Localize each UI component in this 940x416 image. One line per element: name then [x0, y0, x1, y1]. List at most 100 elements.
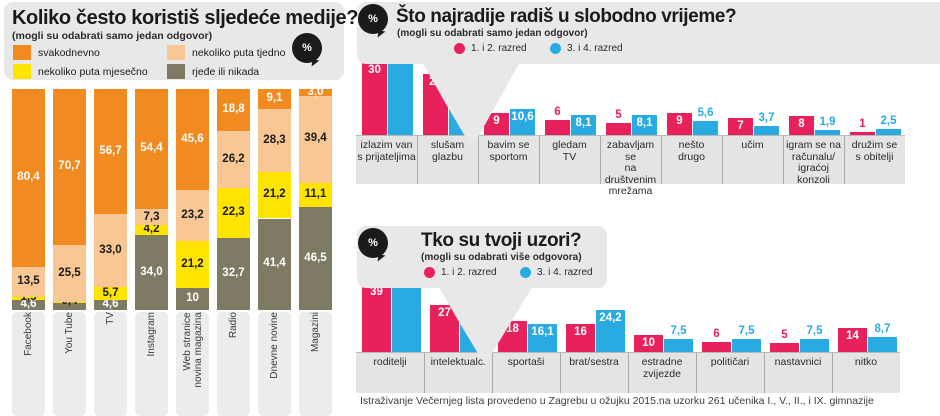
- grouped-bar-value: 9: [676, 115, 683, 128]
- grouped-bar: [362, 283, 391, 352]
- legend-swatch-icon: [13, 64, 31, 79]
- media-bar-value: 80,4: [17, 171, 40, 184]
- media-bar-segment: 18,8: [217, 89, 250, 131]
- media-stacked-bar: 34,0 4,2 7,3 54,4: [135, 89, 168, 310]
- rolemodel-title: Tko su tvoji uzori?: [421, 230, 582, 251]
- category-separator: [832, 353, 833, 393]
- media-bar-value: 39,4: [304, 132, 327, 145]
- legend-item-razred-3-4: 3. i 4. razred: [520, 267, 593, 278]
- grouped-bar-value: 1,9: [819, 116, 836, 129]
- grouped-bar-value: 27: [438, 306, 451, 319]
- media-bar-segment: 32,7: [217, 237, 250, 310]
- grouped-bar-value: 5,6: [697, 107, 714, 120]
- media-category-label-box: Dnevne novine: [258, 312, 291, 416]
- legend-item-nekoliko-puta-mjesecno: nekoliko puta mjesečno: [13, 64, 148, 79]
- media-bar-segment: 1,5: [12, 292, 45, 303]
- media-bar-value: 21,2: [181, 257, 204, 270]
- grouped-bar-value: 10,6: [511, 111, 534, 124]
- grouped-bar: [838, 327, 867, 352]
- grouped-bar: [732, 338, 761, 352]
- media-stacked-bar: 4,6 1,5 13,5 80,4: [12, 89, 45, 310]
- grouped-bar-value: 18: [506, 322, 519, 335]
- grouped-bar: [754, 125, 779, 135]
- category-separator: [783, 136, 784, 184]
- grouped-bar: [693, 121, 718, 135]
- media-bar-value: 11,1: [304, 188, 327, 201]
- grouped-bar-value: 5: [615, 108, 622, 121]
- legend-swatch-icon: [13, 45, 31, 60]
- media-category-label: Magazini: [310, 312, 321, 353]
- category-separator: [661, 136, 662, 184]
- media-bar-segment: 33,0: [94, 214, 127, 288]
- grouped-bar: [566, 324, 595, 352]
- media-bar-value: 28,3: [263, 133, 286, 146]
- media-bar-segment: 10: [176, 287, 209, 310]
- freetime-chart: Što najradije radiš u slobodno vrijeme? …: [352, 0, 940, 208]
- media-category-label-box: Magazini: [299, 312, 332, 416]
- media-bar-value: 3,0: [307, 85, 324, 98]
- media-bar-segment: 45,6: [176, 89, 209, 190]
- grouped-bar-value: 30: [368, 63, 381, 76]
- grouped-bar-value: 8,1: [575, 117, 592, 130]
- legend-label: 3. i 4. razred: [567, 43, 623, 54]
- freetime-title: Što najradije radiš u slobodno vrijeme?: [396, 6, 737, 27]
- category-separator: [417, 136, 418, 184]
- media-bar-value: 56,7: [99, 144, 122, 157]
- media-bar-value: 45,6: [181, 132, 204, 145]
- rolemodel-subtitle: (mogli su odabrati više odgovora): [421, 252, 582, 263]
- grouped-bar-value: 2,5: [880, 114, 897, 127]
- media-bar-segment: 25,5: [53, 245, 86, 302]
- grouped-bar-value: 39: [370, 285, 383, 298]
- category-separator: [424, 353, 425, 393]
- media-category-label: TV: [105, 312, 116, 325]
- media-category-label-box: Web stranice novina magazina: [176, 312, 209, 416]
- category-separator: [628, 353, 629, 393]
- category-separator: [492, 353, 493, 393]
- media-bar-segment: 56,7: [94, 89, 127, 215]
- grouped-bar: [571, 115, 596, 135]
- grouped-category-label: igram se na računalu/ igraćoj konzoli: [783, 136, 844, 185]
- media-chart-subtitle: (mogli su odabrati samo jedan odgovor): [12, 30, 213, 42]
- grouped-bar-value: 10: [642, 336, 655, 349]
- media-stacked-bar: 32,7 22,3 26,2 18,8: [217, 89, 250, 310]
- media-bar-value: 22,3: [222, 206, 245, 219]
- media-category-label: Web stranice novina magazina: [181, 312, 204, 388]
- media-bar-segment: 4,6: [12, 299, 45, 310]
- media-stacked-bar: 46,5 11,1 39,4 3,0: [299, 85, 332, 310]
- media-bar-value: 21,2: [263, 188, 286, 201]
- grouped-bar: [664, 338, 693, 352]
- freetime-header-box: [357, 2, 940, 64]
- legend-dot-icon: [454, 43, 465, 54]
- media-bar-value: 70,7: [58, 160, 81, 173]
- media-chart-title: Koliko često koristiš sljedeće medije?: [12, 7, 359, 29]
- grouped-bar: [510, 109, 535, 135]
- percent-badge-label: %: [302, 42, 312, 54]
- grouped-bar: [702, 341, 731, 352]
- category-separator: [478, 136, 479, 184]
- media-bar-segment: 46,5: [299, 207, 332, 310]
- media-category-label-box: Radio: [217, 312, 250, 416]
- media-bar-value: 18,8: [222, 103, 245, 116]
- grouped-bar-value: 24,2: [599, 311, 622, 324]
- media-bar-segment: 70,7: [53, 89, 86, 246]
- media-category-label: Facebook: [23, 312, 34, 356]
- percent-badge-label: %: [368, 237, 378, 249]
- grouped-bar-value: 16: [574, 326, 587, 338]
- category-separator: [764, 353, 765, 393]
- grouped-bar-value: 16,1: [531, 325, 554, 338]
- grouped-bar: [800, 338, 829, 352]
- legend-label: nekoliko puta tjedno: [192, 46, 286, 59]
- grouped-category-label: sportaši: [492, 353, 560, 393]
- footnote: Istraživanje Večernjeg lista provedeno u…: [360, 395, 874, 407]
- media-bar-value: 4,2: [143, 223, 160, 236]
- media-bar-segment: 23,2: [176, 189, 209, 242]
- media-category-label: Dnevne novine: [269, 312, 280, 379]
- grouped-bar-value: 8: [798, 117, 805, 130]
- media-stacked-bar: 4,6 5,7 33,0 56,7: [94, 89, 127, 310]
- grouped-bar-value: 8,7: [874, 322, 891, 335]
- grouped-bar-value: 7,5: [806, 324, 823, 337]
- media-bar-value: 32,7: [222, 267, 245, 280]
- media-bar-segment: 22,3: [217, 188, 250, 238]
- grouped-bar: [528, 323, 557, 352]
- legend-label: 1. i 2. razred: [471, 43, 527, 54]
